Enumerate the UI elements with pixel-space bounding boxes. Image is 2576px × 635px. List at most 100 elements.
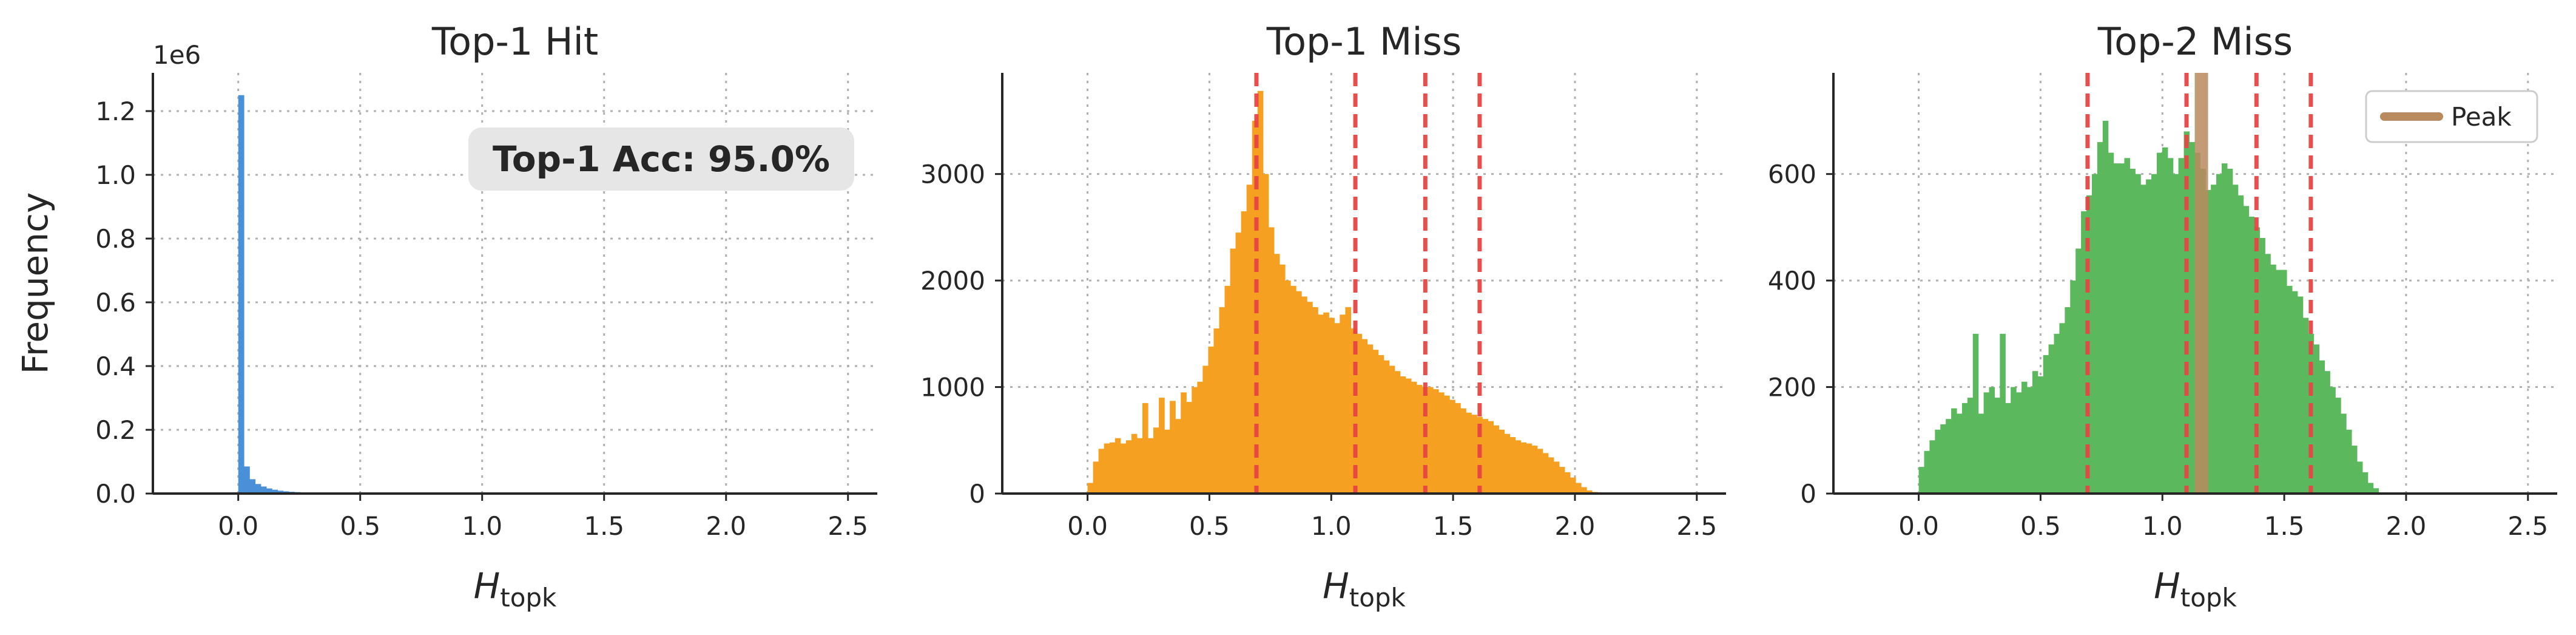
histogram-bar [1929,440,1935,494]
histogram-bar [1460,408,1466,494]
x-axis-label: Htopk [474,565,557,613]
histogram-bar [255,484,261,494]
histogram-bar [2286,285,2293,494]
histogram-bar [2000,333,2006,494]
histogram-bar [1273,254,1280,494]
histogram-bar [1104,443,1110,494]
x-axis-label-sub: topk [2180,583,2237,613]
x-tick-label: 1.0 [1311,511,1352,541]
x-axis-label-main: H [1323,565,1349,606]
histogram-bar [2373,488,2379,494]
histogram-bar [1131,433,1138,494]
x-tick-label: 2.5 [828,511,868,541]
histogram-bar [2221,163,2228,494]
histogram-bar [1449,399,1455,494]
y-tick-label: 3000 [920,160,985,189]
histogram-bar [1367,344,1374,494]
histogram-bar [2341,413,2347,494]
y-tick-label: 400 [1768,266,1816,296]
histogram-bar [2356,461,2363,494]
histogram-bar [2367,483,2374,494]
x-tick-label: 2.0 [1555,511,1596,541]
y-tick-label: 1.2 [95,97,136,126]
histogram-bar [1972,333,1979,494]
histogram-bar [2330,387,2336,494]
histogram-bar [1164,429,1170,494]
histogram-bar [1383,360,1390,494]
histogram-bar [2021,381,2028,494]
histogram-bar [1186,402,1192,494]
histogram-bar [1586,490,1593,494]
histogram-bar [1170,401,1176,494]
x-tick-label: 0.0 [1067,511,1108,541]
histogram-bar [2178,158,2185,494]
histogram-bar [2319,360,2325,494]
x-axis-label-main: H [2154,565,2180,606]
histogram-bar [1340,314,1346,494]
histogram-bar [2037,376,2044,494]
histogram-bar [266,488,272,494]
histogram-bar [2054,333,2060,494]
histogram-bar [1983,392,1990,494]
histogram-bar [1438,392,1445,494]
histogram-bar [1296,291,1302,494]
histogram-bar [2135,174,2141,494]
histogram-bar [2081,211,2087,494]
histogram-bar [1284,280,1291,494]
histogram-bar [2281,270,2287,494]
y-tick-label: 0.8 [95,224,136,254]
histogram-bar [249,479,256,494]
histogram-bar [2129,168,2136,494]
histogram-bar [1224,285,1231,494]
chart-title: Top-1 Miss [1266,19,1462,64]
histogram-bar [1323,312,1329,494]
x-tick-label: 1.0 [462,511,502,541]
histogram-bar [1213,328,1220,494]
tick-labels: 0.0 0.5 1.0 1.5 2.0 2.5 0 1000 2000 3000 [920,160,1717,541]
histogram-bar [2070,280,2076,494]
x-tick-label: 2.5 [1676,511,1717,541]
histogram-bar [1421,387,1428,494]
histogram-bar [1230,248,1236,494]
histogram-bar [1553,461,1560,494]
histogram-bar [1181,392,1187,494]
histogram-bar [2146,179,2152,494]
histogram-bar [1482,419,1488,494]
accuracy-annotation: Top-1 Acc: 95.0% [468,127,854,191]
y-tick-label: 1000 [920,373,985,402]
histogram-bar [2065,307,2071,494]
reference-lines [2085,73,2313,494]
histogram-bar [2335,398,2341,494]
histogram-bar [1989,387,1995,494]
histogram-bar [1114,438,1121,494]
histogram-bar [2156,152,2163,494]
histogram-bar [243,466,250,494]
x-tick-label: 0.5 [1189,511,1230,541]
histogram-bars [1918,120,2379,494]
histogram-bar [2026,387,2033,494]
histogram-bar [1345,307,1352,494]
histogram-bar [2048,344,2055,494]
histogram-bar [1257,90,1264,494]
histogram-bar [2113,163,2120,494]
histogram-bar [1405,378,1412,494]
histogram-bar [1400,376,1406,494]
histogram-bar [1153,427,1159,494]
histogram-bar [1455,402,1461,494]
histogram-bar [1241,211,1247,494]
y-tick-label: 200 [1768,373,1816,402]
x-tick-label: 0.0 [1898,511,1939,541]
histogram-bar [1924,450,1930,494]
histogram-bar [2232,185,2239,494]
x-tick-label: 1.5 [1433,511,1474,541]
x-axis-label-sub: topk [1349,583,1406,613]
histogram-bar [1175,419,1181,494]
histogram-bar [1279,264,1286,494]
histogram-bar [1526,443,1532,494]
histogram-bar [2102,120,2109,494]
legend: Peak [2365,90,2538,143]
histogram-bar [2216,174,2222,494]
histogram-bar [1515,440,1522,494]
histogram-bar [2043,355,2049,494]
y-tick-label: 2000 [920,266,985,296]
